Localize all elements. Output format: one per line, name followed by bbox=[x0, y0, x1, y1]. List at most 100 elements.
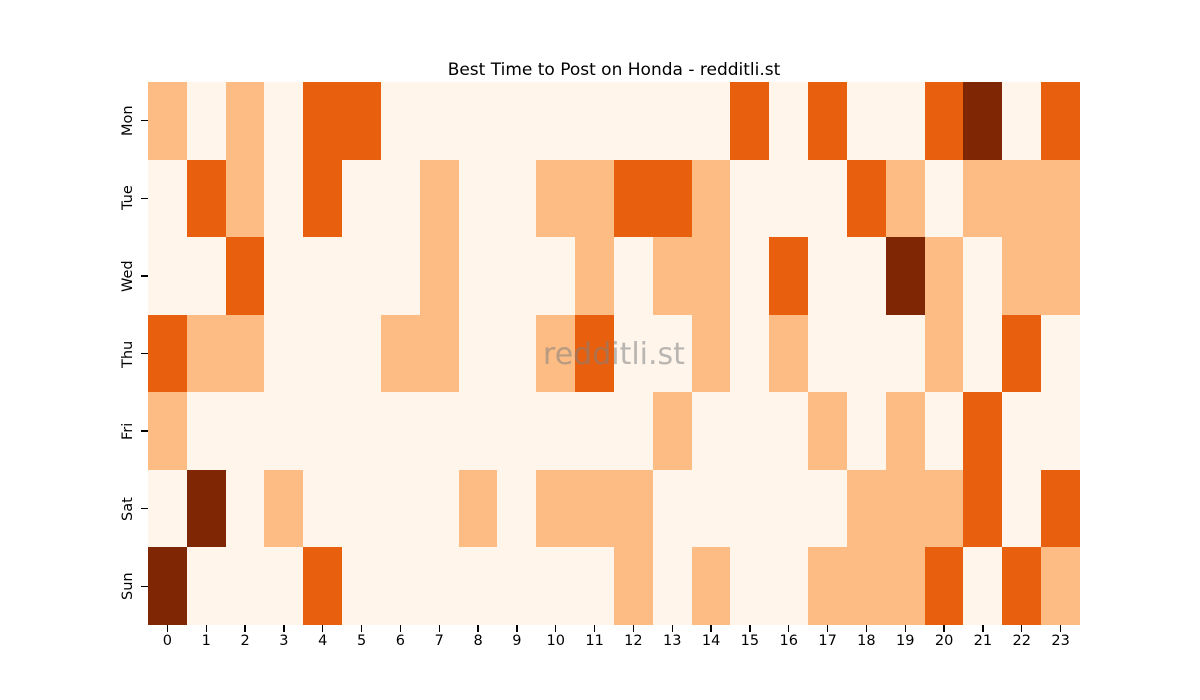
x-tick-mark bbox=[360, 625, 363, 632]
y-tick-mark bbox=[141, 275, 148, 277]
y-tick-mark bbox=[141, 120, 148, 122]
heatmap-cell bbox=[225, 469, 265, 548]
x-tick-mark bbox=[982, 625, 984, 632]
heatmap-cell bbox=[148, 237, 187, 315]
heatmap-cell bbox=[691, 82, 731, 160]
x-tick-label: 6 bbox=[395, 633, 406, 649]
heatmap-cell bbox=[497, 314, 537, 393]
heatmap-cell bbox=[769, 547, 809, 625]
heatmap-cell bbox=[730, 314, 770, 393]
heatmap-cell bbox=[846, 159, 886, 238]
heatmap-cell bbox=[1041, 237, 1080, 315]
y-tick-mark bbox=[141, 430, 148, 432]
x-tick-label: 20 bbox=[934, 633, 954, 649]
x-tick-mark bbox=[516, 625, 518, 632]
heatmap-cell bbox=[342, 547, 381, 625]
heatmap-cell bbox=[575, 314, 614, 393]
x-tick-label: 22 bbox=[1012, 633, 1031, 649]
heatmap-cell bbox=[186, 392, 226, 470]
y-tick-mark bbox=[141, 585, 148, 587]
heatmap-cell bbox=[963, 82, 1003, 160]
y-tick-label: Sun bbox=[120, 572, 136, 600]
heatmap-cell bbox=[963, 314, 1003, 393]
heatmap-cell bbox=[536, 159, 576, 238]
heatmap-cell bbox=[885, 314, 925, 393]
heatmap-cell bbox=[846, 82, 886, 160]
heatmap-cell bbox=[613, 159, 653, 238]
x-tick-label: 3 bbox=[279, 633, 289, 649]
heatmap-grid bbox=[148, 82, 1080, 625]
heatmap-cell bbox=[536, 237, 576, 315]
heatmap-cell bbox=[652, 159, 692, 238]
heatmap-cell bbox=[225, 547, 265, 625]
heatmap-cell bbox=[963, 392, 1003, 470]
heatmap-cell bbox=[1002, 237, 1042, 315]
heatmap-cell bbox=[1002, 392, 1042, 470]
heatmap-cell bbox=[186, 159, 226, 238]
heatmap-cell bbox=[924, 159, 964, 238]
heatmap-cell bbox=[769, 82, 809, 160]
x-tick-mark bbox=[166, 625, 169, 632]
heatmap-cell bbox=[652, 469, 692, 548]
x-tick-mark bbox=[477, 625, 479, 632]
heatmap-cell bbox=[730, 237, 770, 315]
heatmap-cell bbox=[575, 392, 614, 470]
x-tick-label: 21 bbox=[973, 633, 993, 649]
heatmap-cell bbox=[691, 159, 731, 238]
heatmap-cell bbox=[924, 469, 964, 548]
heatmap-cell bbox=[885, 159, 925, 238]
heatmap-cell bbox=[652, 547, 692, 625]
heatmap-cell bbox=[808, 469, 847, 548]
heatmap-cell bbox=[536, 314, 576, 393]
heatmap-cell bbox=[691, 547, 731, 625]
heatmap-cell bbox=[497, 547, 537, 625]
x-tick-mark bbox=[399, 625, 402, 632]
heatmap-cell bbox=[652, 82, 692, 160]
heatmap-cell bbox=[963, 547, 1003, 625]
heatmap-cell bbox=[924, 82, 964, 160]
heatmap-cell bbox=[536, 469, 576, 548]
heatmap-cell bbox=[575, 159, 614, 238]
heatmap-cell bbox=[613, 82, 653, 160]
heatmap-cell bbox=[963, 469, 1003, 548]
heatmap-cell bbox=[846, 237, 886, 315]
x-tick-mark bbox=[438, 625, 440, 632]
x-tick-label: 10 bbox=[546, 633, 565, 649]
heatmap-cell bbox=[225, 159, 265, 238]
heatmap-cell bbox=[885, 237, 925, 315]
heatmap-cell bbox=[885, 469, 925, 548]
heatmap-cell bbox=[264, 547, 304, 625]
x-tick-mark bbox=[671, 625, 673, 632]
heatmap-cell bbox=[730, 469, 770, 548]
heatmap-cell bbox=[536, 392, 576, 470]
heatmap-cell bbox=[458, 392, 498, 470]
x-tick-mark bbox=[283, 625, 285, 632]
heatmap-cell bbox=[458, 237, 498, 315]
heatmap-cell bbox=[963, 237, 1003, 315]
heatmap-cell bbox=[225, 237, 265, 315]
x-tick-mark bbox=[826, 625, 829, 632]
x-tick-label: 5 bbox=[356, 633, 367, 649]
x-tick-mark bbox=[244, 625, 246, 632]
heatmap-cell bbox=[613, 314, 653, 393]
x-tick-label: 2 bbox=[240, 633, 250, 649]
heatmap-cell bbox=[575, 547, 614, 625]
heatmap-cell bbox=[186, 469, 226, 548]
heatmap-cell bbox=[808, 82, 847, 160]
heatmap-cell bbox=[380, 547, 420, 625]
heatmap-cell bbox=[186, 237, 226, 315]
x-tick-label: 9 bbox=[512, 633, 522, 649]
heatmap-cell bbox=[458, 314, 498, 393]
heatmap-cell bbox=[730, 392, 770, 470]
heatmap-cell bbox=[769, 392, 809, 470]
heatmap-cell bbox=[419, 82, 459, 160]
heatmap-cell bbox=[380, 392, 420, 470]
heatmap-cell bbox=[342, 82, 381, 160]
heatmap-cell bbox=[730, 159, 770, 238]
x-tick-label: 4 bbox=[318, 633, 328, 649]
y-tick-label: Mon bbox=[120, 105, 136, 137]
heatmap-cell bbox=[1041, 392, 1080, 470]
x-tick-mark bbox=[788, 625, 790, 632]
heatmap-cell bbox=[1002, 547, 1042, 625]
x-tick-label: 23 bbox=[1051, 633, 1070, 649]
